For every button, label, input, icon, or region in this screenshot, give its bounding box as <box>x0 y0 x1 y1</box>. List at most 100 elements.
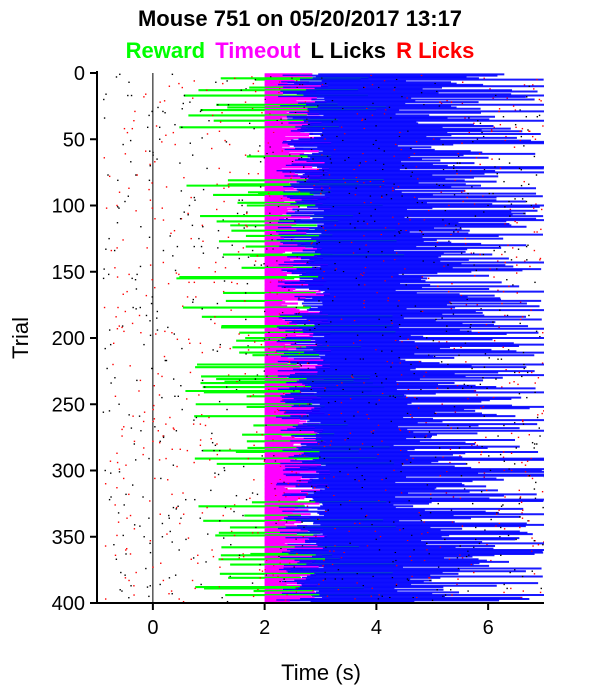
r-lick-tick <box>392 190 394 192</box>
l-lick-tick <box>134 279 137 281</box>
r-lick-tick <box>533 231 536 233</box>
l-lick-tick <box>225 386 228 388</box>
l-lick-tick <box>405 167 407 170</box>
l-lick-tick <box>323 370 325 372</box>
r-lick-tick <box>522 590 525 592</box>
l-lick-tick <box>154 426 156 428</box>
l-lick-tick <box>406 412 409 415</box>
l-lick-tick <box>337 569 340 571</box>
r-lick-tick <box>489 88 491 90</box>
l-lick-tick <box>444 210 447 212</box>
r-lick-tick <box>370 595 372 598</box>
l-lick-tick <box>211 432 213 435</box>
l-lick-tick <box>139 306 141 309</box>
r-lick-tick <box>310 243 313 245</box>
r-lick-tick <box>505 369 507 371</box>
l-lick-tick <box>169 235 171 237</box>
l-lick-tick <box>324 578 326 580</box>
l-lick-tick <box>263 370 266 372</box>
l-lick-tick <box>305 178 307 180</box>
l-lick-tick <box>437 566 440 568</box>
r-lick-tick <box>117 306 119 309</box>
l-lick-tick <box>110 496 112 498</box>
r-lick-tick <box>408 157 410 159</box>
l-lick-tick <box>438 105 441 107</box>
r-lick-tick <box>353 320 356 322</box>
l-lick-tick <box>202 226 204 228</box>
r-lick-tick <box>238 557 240 559</box>
l-lick-tick <box>434 456 437 458</box>
l-lick-tick <box>344 358 347 360</box>
r-lick-tick <box>386 361 389 363</box>
r-lick-tick <box>182 513 185 515</box>
r-lick-tick <box>340 557 343 559</box>
r-lick-tick <box>534 138 537 140</box>
r-lick-tick <box>524 464 527 466</box>
l-lick-tick <box>121 590 123 592</box>
l-lick-tick <box>437 502 439 505</box>
l-lick-tick <box>185 538 187 541</box>
l-lick-tick <box>318 324 320 326</box>
r-lick-tick <box>483 77 485 79</box>
r-lick-tick <box>267 192 270 195</box>
l-lick-tick <box>478 542 481 545</box>
r-lick-tick <box>324 229 327 232</box>
l-lick-tick <box>223 537 225 539</box>
r-lick-tick <box>342 178 345 180</box>
l-lick-tick <box>315 343 317 346</box>
l-lick-tick <box>241 199 244 201</box>
r-lick-tick <box>143 411 146 413</box>
r-lick-tick <box>193 281 196 284</box>
r-lick-tick <box>153 418 156 420</box>
r-lick-tick <box>216 208 218 211</box>
r-lick-tick <box>356 113 359 115</box>
r-lick-tick <box>284 337 287 339</box>
l-lick-tick <box>500 526 502 529</box>
l-lick-tick <box>241 204 243 207</box>
legend-timeout: Timeout <box>215 38 301 63</box>
l-lick-tick <box>533 443 536 445</box>
l-lick-tick <box>308 362 310 364</box>
r-lick-tick <box>473 203 476 205</box>
l-lick-tick <box>298 297 300 299</box>
r-lick-tick <box>479 163 481 166</box>
l-lick-tick <box>168 517 170 519</box>
r-lick-tick <box>478 332 480 334</box>
l-lick-tick <box>127 195 130 197</box>
r-lick-tick <box>531 477 534 480</box>
l-lick-tick <box>108 237 110 240</box>
l-lick-tick <box>401 463 403 465</box>
l-lick-tick <box>314 328 316 330</box>
l-lick-tick <box>536 416 539 419</box>
l-lick-tick <box>299 84 301 86</box>
l-lick-tick <box>519 109 521 111</box>
l-lick-tick <box>456 557 459 559</box>
r-lick-tick <box>456 385 459 387</box>
l-lick-tick <box>348 192 351 195</box>
r-lick-tick <box>326 595 329 598</box>
r-lick-tick <box>146 247 148 249</box>
l-lick-tick <box>375 125 377 127</box>
r-lick-tick <box>519 301 522 303</box>
l-lick-tick <box>488 455 490 457</box>
r-lick-tick <box>519 139 522 142</box>
l-lick-tick <box>291 77 293 79</box>
r-lick-tick <box>509 208 512 211</box>
r-lick-tick <box>393 469 395 472</box>
l-lick-tick <box>310 388 312 391</box>
r-lick-tick <box>359 339 361 342</box>
l-lick-tick <box>269 146 271 148</box>
r-lick-tick <box>162 579 165 582</box>
r-lick-tick <box>333 494 335 497</box>
r-lick-tick <box>333 149 336 151</box>
l-lick-tick <box>384 326 387 329</box>
r-lick-tick <box>354 598 356 600</box>
l-lick-tick <box>291 161 294 163</box>
r-lick-tick <box>340 402 343 404</box>
l-lick-tick <box>130 161 132 163</box>
r-lick-tick <box>474 441 476 444</box>
r-lick-tick <box>539 591 542 594</box>
l-lick-tick <box>388 106 391 109</box>
l-lick-tick <box>368 402 370 404</box>
l-lick-tick <box>334 118 337 121</box>
